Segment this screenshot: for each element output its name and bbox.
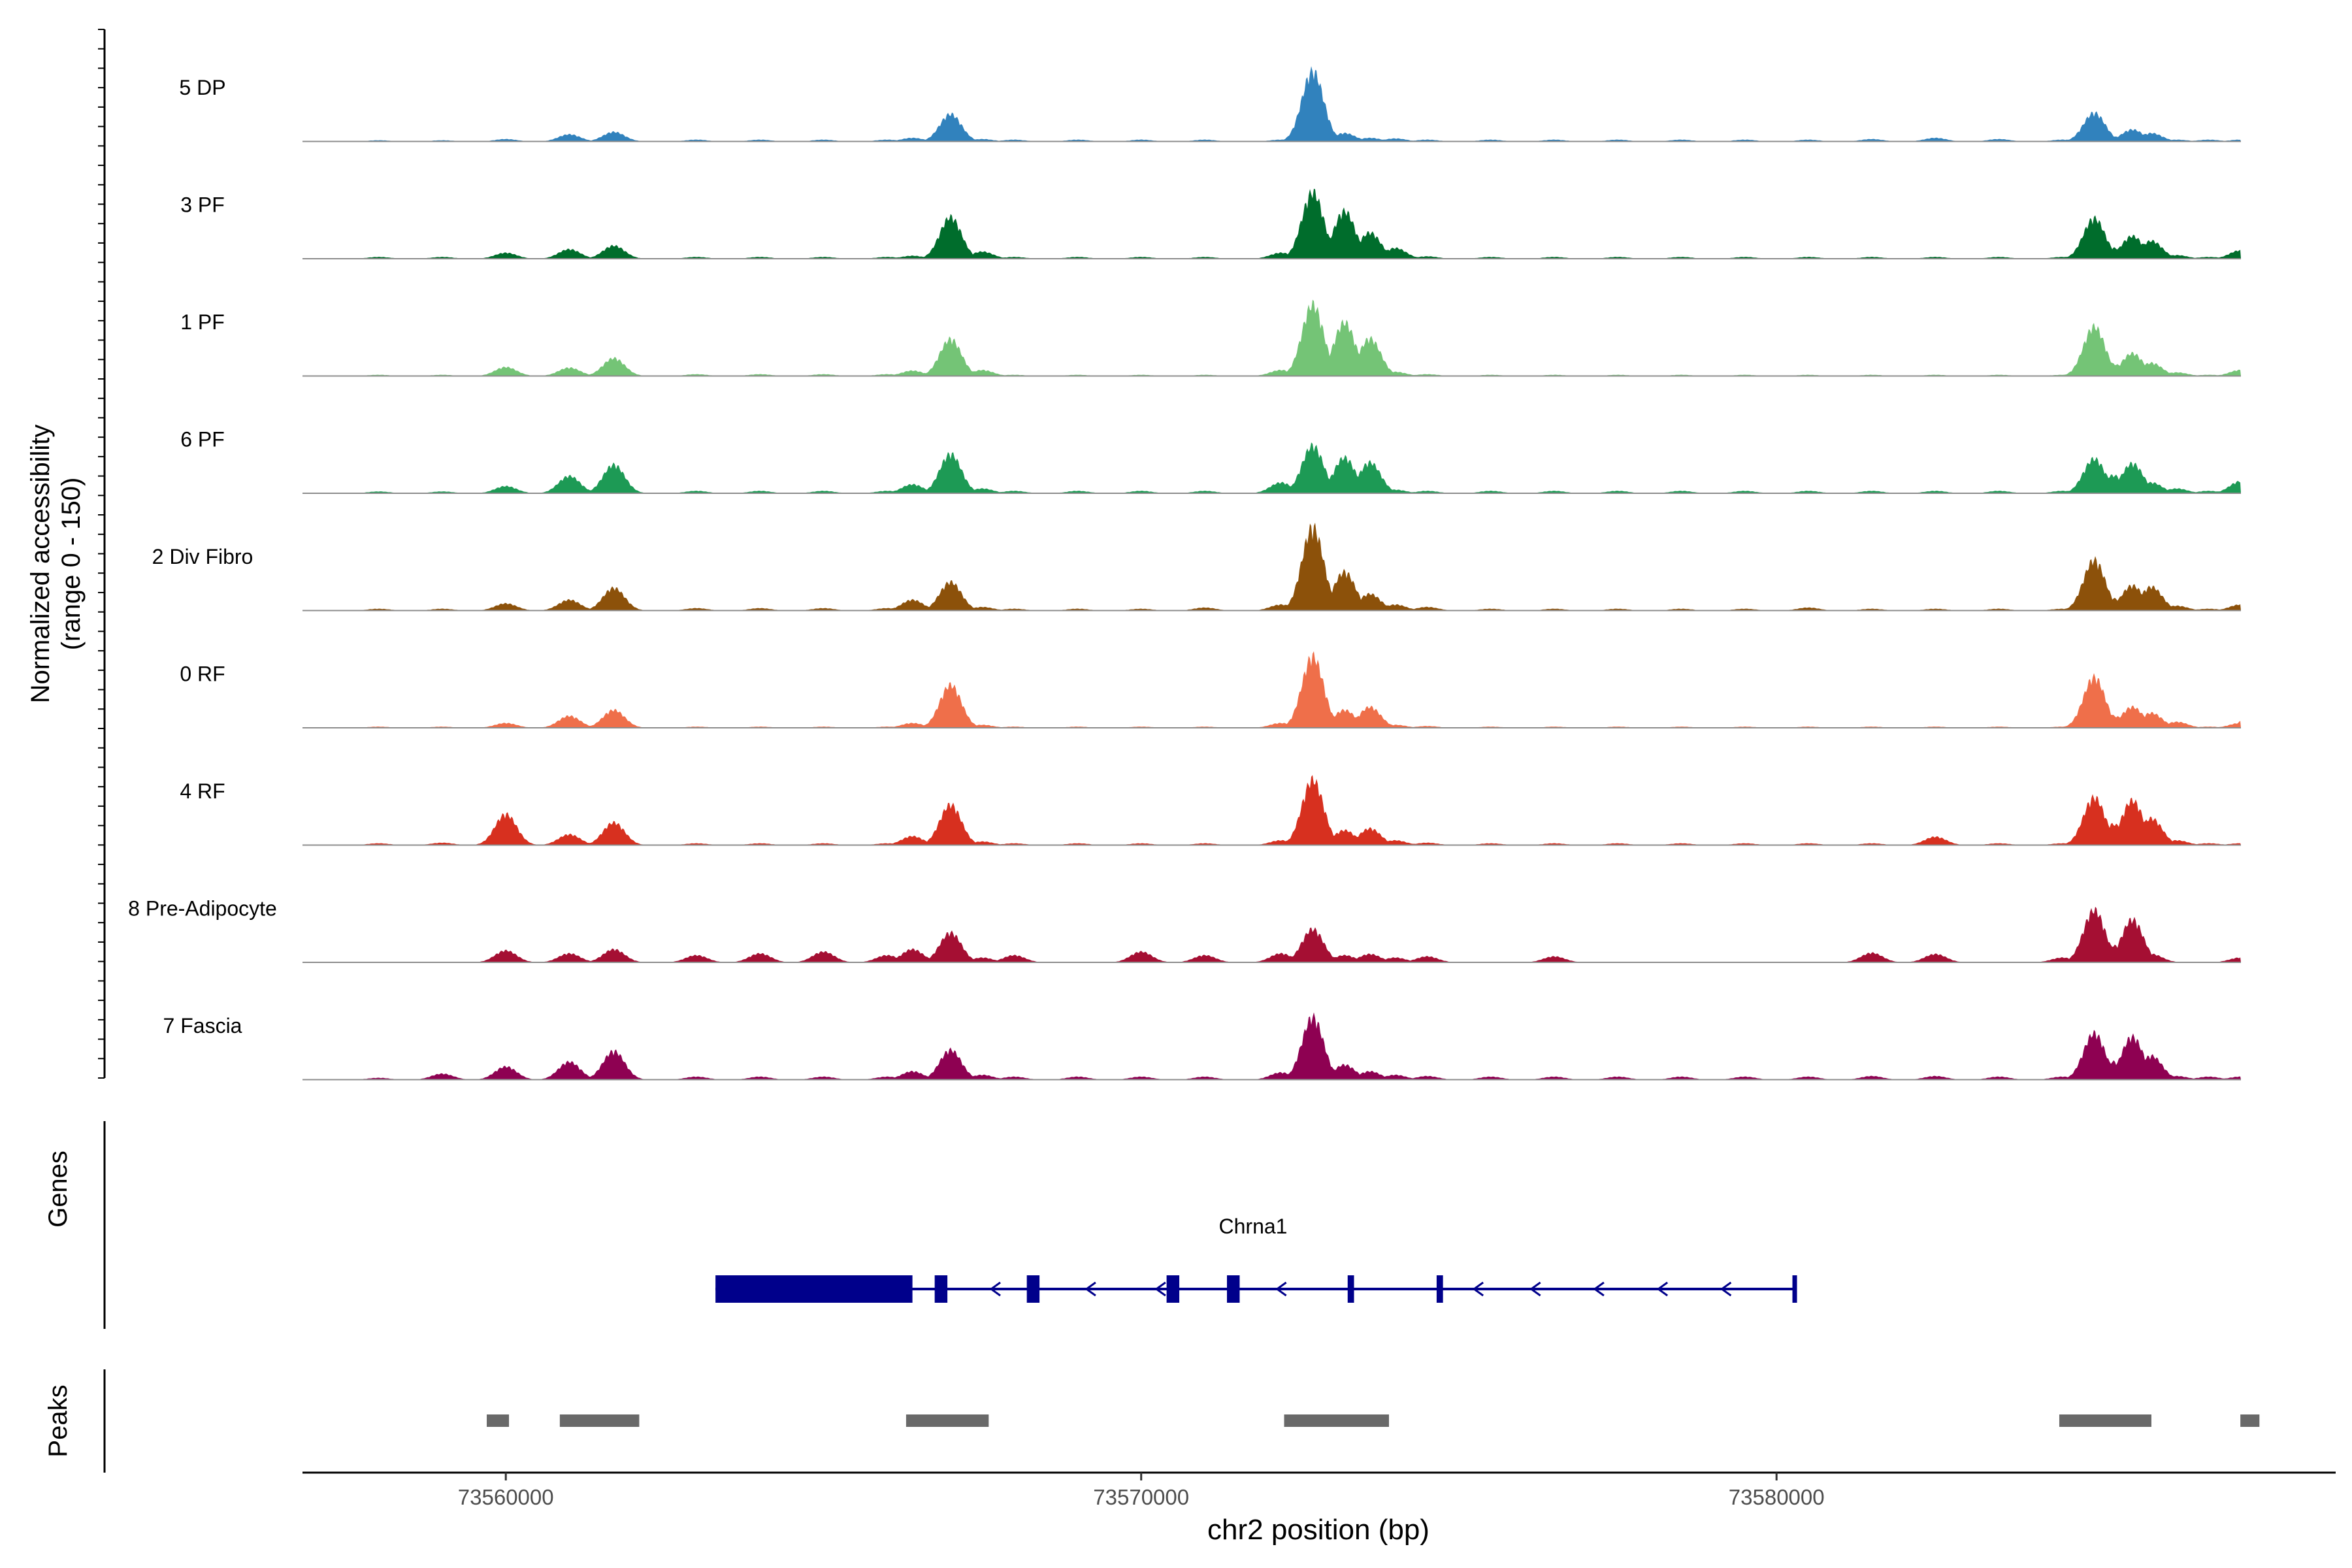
y-axis-label: Normalized accessibility: [26, 425, 55, 704]
track-3-pf: 3 PF: [180, 188, 2241, 259]
gene-exon: [1792, 1275, 1797, 1303]
peak-region: [1284, 1414, 1389, 1427]
coverage-area-7-fascia: [302, 1012, 2241, 1080]
gene-name-label: Chrna1: [1219, 1215, 1288, 1238]
peak-region: [906, 1414, 989, 1427]
x-axis-ticks: 73560000 73570000 73580000: [458, 1473, 1825, 1509]
coverage-area-8-pre-adipocyte: [302, 906, 2241, 962]
track-label-0-rf: 0 RF: [180, 662, 225, 686]
track-2-div-fibro: 2 Div Fibro: [152, 523, 2241, 612]
gene-strand-arrow: [1154, 1281, 1166, 1297]
track-7-fascia: 7 Fascia: [163, 1012, 2241, 1081]
track-label-2-div-fibro: 2 Div Fibro: [152, 545, 253, 568]
coverage-area-0-rf: [302, 651, 2241, 728]
gene-exon: [715, 1275, 913, 1303]
gene-strand-arrow: [1656, 1281, 1669, 1297]
x-tick-label: 73570000: [1093, 1485, 1189, 1509]
gene-strand-arrow: [1529, 1281, 1541, 1297]
coverage-area-4-rf: [302, 775, 2241, 845]
peak-region: [2059, 1414, 2151, 1427]
coverage-area-3-pf: [302, 188, 2241, 259]
track-1-pf: 1 PF: [180, 299, 2241, 377]
peak-region: [487, 1414, 510, 1427]
track-label-4-rf: 4 RF: [180, 779, 225, 803]
peaks-track: [487, 1414, 2260, 1427]
gene-strand-arrow: [1472, 1281, 1484, 1297]
gene-exon: [1026, 1275, 1040, 1303]
gene-exon: [1166, 1275, 1180, 1303]
gene-strand-arrow: [1720, 1281, 1732, 1297]
genes-track: [715, 1275, 1797, 1303]
gene-exon: [1347, 1275, 1354, 1303]
track-8-pre-adipocyte: 8 Pre-Adipocyte: [128, 897, 2241, 963]
track-0-rf: 0 RF: [180, 651, 2241, 728]
gene-strand-arrow: [989, 1281, 1001, 1297]
x-axis-label: chr2 position (bp): [1207, 1514, 1429, 1546]
x-tick-label: 73560000: [458, 1485, 554, 1509]
coverage-tracks: 5 DP 3 PF 1 PF 6 PF 2 Div Fibro 0 RF 4 RF 8 Pre…: [128, 66, 2241, 1081]
peak-region: [2240, 1414, 2260, 1427]
coverage-area-2-div-fibro: [302, 523, 2241, 611]
gene-strand-arrow: [1085, 1281, 1096, 1297]
peak-region: [559, 1414, 640, 1427]
gene-strand-arrow: [1275, 1281, 1287, 1297]
y-axis-range-label: (range 0 - 150): [57, 478, 86, 651]
track-label-3-pf: 3 PF: [180, 193, 225, 217]
track-4-rf: 4 RF: [180, 775, 2241, 846]
coverage-area-6-pf: [302, 442, 2241, 493]
track-5-dp: 5 DP: [179, 66, 2241, 142]
gene-exon: [934, 1275, 948, 1303]
peaks-label: Peaks: [44, 1384, 73, 1457]
genes-label: Genes: [44, 1151, 73, 1228]
x-tick-label: 73580000: [1729, 1485, 1825, 1509]
track-label-1-pf: 1 PF: [180, 310, 225, 334]
gene-strand-arrow: [1593, 1281, 1605, 1297]
gene-exon: [1436, 1275, 1443, 1303]
track-label-6-pf: 6 PF: [180, 428, 225, 451]
y-axis-ticks: [98, 29, 106, 1079]
track-6-pf: 6 PF: [180, 428, 2241, 494]
track-label-8-pre-adipocyte: 8 Pre-Adipocyte: [128, 897, 277, 921]
gene-exon: [1226, 1275, 1240, 1303]
track-label-5-dp: 5 DP: [179, 76, 225, 99]
coverage-area-1-pf: [302, 299, 2241, 376]
coverage-area-5-dp: [302, 66, 2241, 142]
track-label-7-fascia: 7 Fascia: [163, 1014, 242, 1037]
